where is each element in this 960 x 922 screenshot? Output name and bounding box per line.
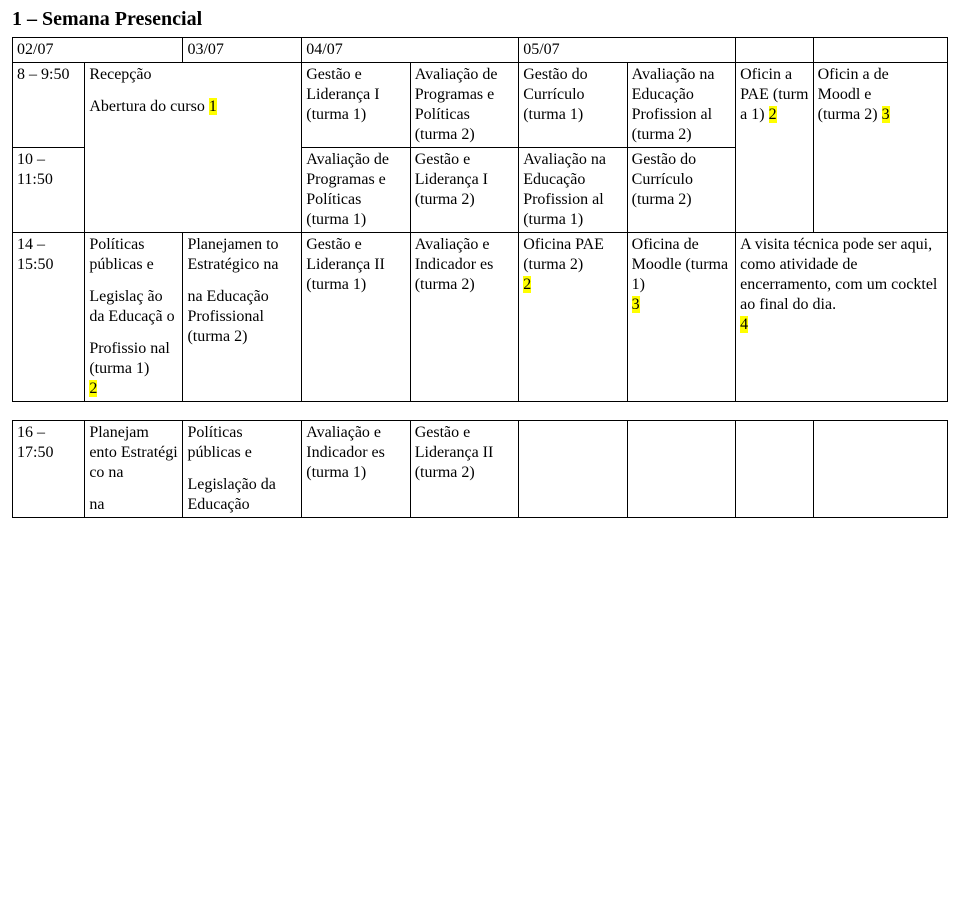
schedule-table: 02/07 03/07 04/07 05/07 8 – 9:50 Recepçã…	[12, 37, 948, 518]
highlight: 3	[882, 106, 890, 123]
cell: Avaliação na Educação Profission al (tur…	[627, 63, 735, 148]
text: Legislação da Educação	[187, 475, 297, 515]
table-row: 16 – 17:50 Planejam ento Estratégi co na…	[13, 421, 948, 518]
cell: Planejam ento Estratégi co na na	[85, 421, 183, 518]
time-cell: 14 – 15:50	[13, 233, 85, 402]
cell: Recepção Abertura do curso 1	[85, 63, 302, 233]
date-cell: 04/07	[302, 38, 519, 63]
cell: Gestão e Liderança I (turma 1)	[302, 63, 410, 148]
text: Planejam ento Estratégi co na	[89, 423, 178, 483]
table-row: 8 – 9:50 Recepção Abertura do curso 1 Ge…	[13, 63, 948, 148]
gap-cell	[13, 402, 948, 421]
text: Moodl e	[818, 85, 943, 105]
text: Oficina de Moodle (turma 1)	[632, 235, 731, 295]
date-cell: 03/07	[183, 38, 302, 63]
cell: Políticas públicas e Legislação da Educa…	[183, 421, 302, 518]
cell: Gestão do Currículo (turma 2)	[627, 148, 735, 233]
cell: Oficin a de Moodl e (turma 2) 3	[813, 63, 947, 233]
highlight: 3	[632, 296, 640, 313]
text: Oficina PAE	[523, 235, 622, 255]
text: Profissio nal	[89, 339, 178, 359]
text: Abertura do curso 1	[89, 97, 297, 117]
cell: A visita técnica pode ser aqui, como ati…	[736, 233, 948, 402]
text: A visita técnica pode ser aqui, como ati…	[740, 236, 937, 313]
page-title: 1 – Semana Presencial	[12, 8, 948, 31]
cell: Avaliação e Indicador es (turma 2)	[410, 233, 518, 402]
time-cell: 10 – 11:50	[13, 148, 85, 233]
cell: Oficina PAE (turma 2) 2	[519, 233, 627, 402]
cell: Oficin a PAE (turm a 1) 2	[736, 63, 813, 233]
cell-empty	[813, 421, 947, 518]
page: 1 – Semana Presencial 02/07 03/07 04/07 …	[0, 0, 960, 526]
text: (turma 2)	[523, 255, 622, 275]
cell: Avaliação na Educação Profission al (tur…	[519, 148, 627, 233]
cell: Gestão do Currículo (turma 1)	[519, 63, 627, 148]
highlight: 4	[740, 316, 748, 333]
time-cell: 16 – 17:50	[13, 421, 85, 518]
cell: Políticas públicas e Legislaç ão da Educ…	[85, 233, 183, 402]
highlight: 2	[523, 276, 531, 293]
date-cell-empty	[736, 38, 813, 63]
cell: Avaliação e Indicador es (turma 1)	[302, 421, 410, 518]
text: (turma 1)	[89, 359, 178, 379]
cell-empty	[519, 421, 627, 518]
cell: Oficina de Moodle (turma 1) 3	[627, 233, 735, 402]
date-cell: 05/07	[519, 38, 736, 63]
highlight: 2	[769, 106, 777, 123]
date-cell-empty	[813, 38, 947, 63]
time-cell: 8 – 9:50	[13, 63, 85, 148]
text: na	[89, 495, 178, 515]
cell: Planejamen to Estratégico na na Educação…	[183, 233, 302, 402]
gap-row	[13, 402, 948, 421]
text: Recepção	[89, 65, 297, 85]
cell: Avaliação de Programas e Políticas (turm…	[410, 63, 518, 148]
text: Políticas públicas e	[187, 423, 297, 463]
text: Planejamen to Estratégico na	[187, 235, 297, 275]
text: Legislaç ão da Educaçã o	[89, 287, 178, 327]
cell: Gestão e Liderança I (turma 2)	[410, 148, 518, 233]
text: (turma 2) 3	[818, 105, 943, 125]
cell-empty	[736, 421, 813, 518]
date-cell: 02/07	[13, 38, 183, 63]
date-row: 02/07 03/07 04/07 05/07	[13, 38, 948, 63]
text: Políticas públicas e	[89, 235, 178, 275]
table-row: 14 – 15:50 Políticas públicas e Legislaç…	[13, 233, 948, 402]
cell: Avaliação de Programas e Políticas (turm…	[302, 148, 410, 233]
highlight: 2	[89, 380, 97, 397]
cell: Gestão e Liderança II (turma 2)	[410, 421, 518, 518]
highlight: 1	[209, 98, 217, 115]
text: na Educação Profissional (turma 2)	[187, 287, 297, 347]
text: Oficin a de	[818, 65, 943, 85]
cell: Gestão e Liderança II (turma 1)	[302, 233, 410, 402]
cell-empty	[627, 421, 735, 518]
